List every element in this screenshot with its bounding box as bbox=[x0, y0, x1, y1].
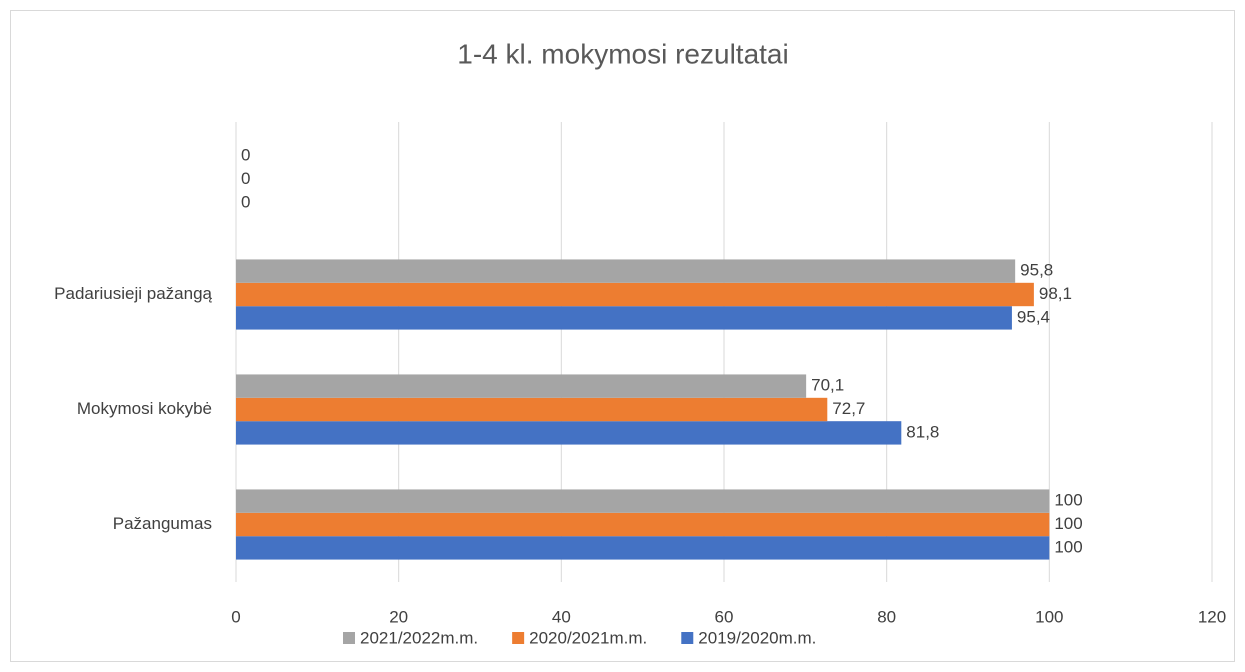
legend-label: 2020/2021m.m. bbox=[529, 628, 647, 647]
bar bbox=[236, 397, 828, 422]
bar bbox=[236, 536, 1050, 560]
bar bbox=[236, 282, 1034, 307]
data-label: 95,8 bbox=[1020, 261, 1053, 280]
legend-swatch bbox=[681, 632, 694, 644]
data-label: 95,4 bbox=[1017, 307, 1050, 326]
legend-label: 2019/2020m.m. bbox=[698, 628, 816, 647]
data-label: 0 bbox=[241, 146, 250, 165]
x-tick-label: 60 bbox=[715, 607, 734, 626]
y-tick-label: Padariusieji pažangą bbox=[54, 284, 212, 303]
x-tick-label: 40 bbox=[552, 607, 571, 626]
data-label: 0 bbox=[241, 192, 250, 211]
x-tick-label: 120 bbox=[1198, 607, 1226, 626]
chart-title: 1-4 kl. mokymosi rezultatai bbox=[457, 38, 788, 69]
legend-swatch bbox=[512, 632, 525, 644]
y-tick-label: Mokymosi kokybė bbox=[77, 399, 212, 418]
data-label: 100 bbox=[1054, 491, 1082, 510]
data-label: 81,8 bbox=[906, 422, 939, 441]
x-tick-label: 100 bbox=[1035, 607, 1063, 626]
bar bbox=[236, 421, 902, 445]
bar bbox=[236, 374, 807, 398]
x-tick-label: 80 bbox=[877, 607, 896, 626]
chart-border bbox=[10, 10, 1235, 662]
bar bbox=[236, 259, 1016, 283]
bar bbox=[236, 306, 1012, 330]
bar bbox=[236, 489, 1050, 513]
data-label: 70,1 bbox=[811, 376, 844, 395]
x-tick-label: 0 bbox=[231, 607, 240, 626]
y-tick-label: Pažangumas bbox=[113, 514, 212, 533]
data-label: 72,7 bbox=[832, 399, 865, 418]
data-label: 100 bbox=[1054, 537, 1082, 556]
bar bbox=[236, 512, 1050, 537]
data-label: 100 bbox=[1054, 514, 1082, 533]
legend-label: 2021/2022m.m. bbox=[360, 628, 478, 647]
x-tick-label: 20 bbox=[389, 607, 408, 626]
data-label: 98,1 bbox=[1039, 284, 1072, 303]
legend-swatch bbox=[343, 632, 355, 644]
data-label: 0 bbox=[241, 169, 250, 188]
